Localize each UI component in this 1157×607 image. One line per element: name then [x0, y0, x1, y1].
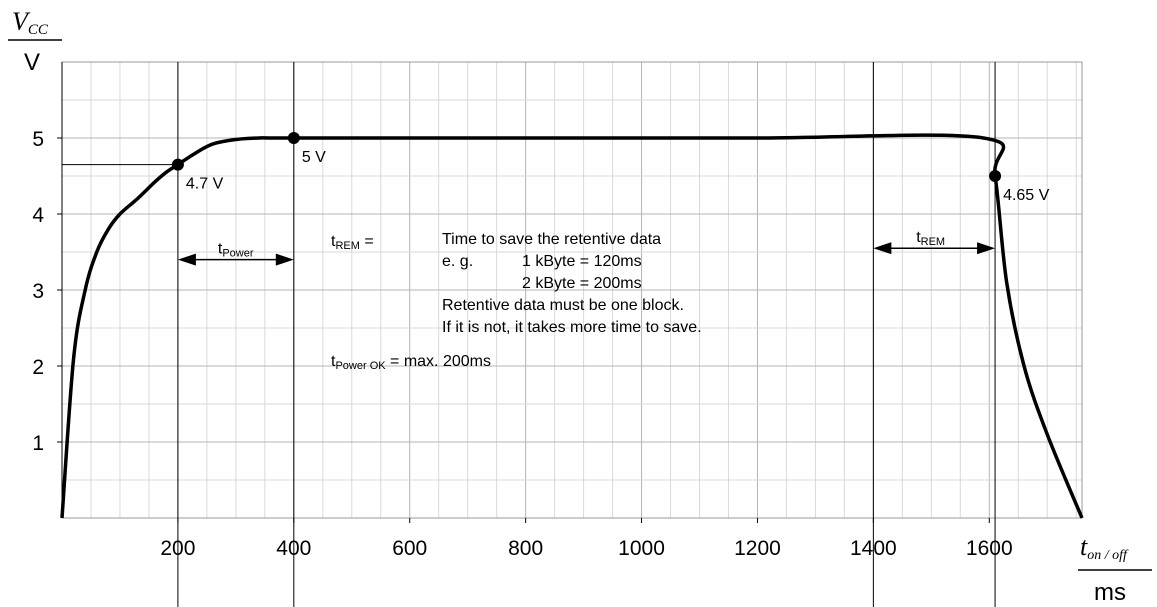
data-point [287, 132, 300, 144]
note-line-5: Retentive data must be one block. [442, 297, 684, 314]
dimension-label-sub: REM [921, 236, 945, 248]
curve-group [60, 133, 1084, 519]
note-line-6: If it is not, it takes more time to save… [442, 319, 702, 336]
arrow-head-left [177, 253, 196, 266]
data-point [171, 158, 184, 171]
note-line-2: e. g. [442, 253, 473, 270]
x-label-num-sub: on / off [1087, 548, 1129, 563]
y-tick-label: 3 [32, 280, 44, 303]
note-line-4: 2 kByte = 200ms [522, 275, 642, 292]
y-label-num-sub: CC [28, 22, 49, 38]
dimension-arrow-label: tPower [218, 241, 254, 260]
trem-eq: = [360, 233, 374, 250]
svg-text:tREM =: tREM = [331, 233, 374, 252]
dimension-label-main: t [916, 229, 921, 246]
y-tick-label: 5 [32, 128, 44, 151]
x-tick-label: 1600 [966, 537, 1013, 560]
arrow-head-right [977, 242, 996, 255]
x-tick-label: 1000 [618, 537, 665, 560]
svg-text:VCC: VCC [12, 7, 49, 38]
note-line-3: 1 kByte = 120ms [522, 253, 642, 270]
x-tick-label: 800 [508, 537, 543, 560]
trem-sub: REM [335, 240, 359, 252]
vcc-curve [60, 133, 1084, 519]
svg-text:ton / off: ton / off [1080, 532, 1129, 563]
reference-lines [62, 62, 996, 607]
svg-text:tPower OK = max. 200ms: tPower OK = max. 200ms [331, 353, 491, 372]
y-tick-label: 2 [32, 356, 44, 379]
x-tick-label: 1200 [734, 537, 781, 560]
dimension-label-sub: Power [222, 248, 254, 260]
x-tick-label: 600 [392, 537, 427, 560]
tpower-sub: Power OK [335, 360, 386, 372]
arrow-head-left [873, 242, 892, 255]
arrow-head-right [275, 253, 294, 266]
y-label-num: V [12, 7, 31, 36]
data-point-label: 5 V [302, 149, 326, 166]
trem-note: tREM = Time to save the retentive data e… [331, 231, 702, 372]
data-point-label: 4.7 V [186, 176, 224, 193]
tpower-main: t [331, 353, 336, 370]
y-label-den: V [24, 49, 40, 76]
x-axis-label: ton / off ms [1078, 532, 1152, 606]
trem-main: t [331, 233, 336, 250]
y-tick-label: 4 [32, 204, 44, 227]
x-label-num: t [1080, 532, 1088, 561]
data-point [989, 170, 1002, 182]
tpower-rest: = max. 200ms [386, 353, 491, 370]
y-axis-label: VCC V [8, 7, 62, 76]
y-tick-label: 1 [32, 432, 44, 455]
dimension-label-main: t [218, 241, 223, 258]
data-point-label: 4.65 V [1003, 187, 1050, 204]
note-line-1: Time to save the retentive data [442, 231, 661, 248]
dimension-arrow-label: tREM [916, 229, 945, 248]
x-label-den: ms [1094, 579, 1126, 606]
markers: 4.7 V 5 V 4.65 V [171, 132, 1050, 204]
